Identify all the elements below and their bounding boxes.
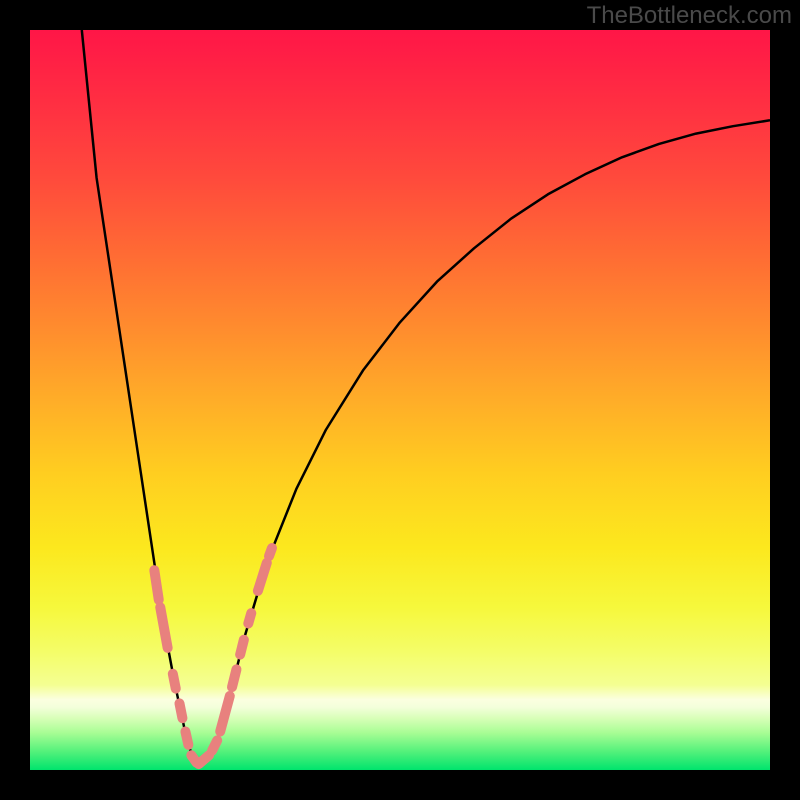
plot-area [30, 30, 770, 770]
highlight-segment [199, 755, 209, 764]
gradient-background [30, 30, 770, 770]
highlight-segment [248, 613, 251, 623]
highlight-segment [212, 740, 217, 750]
highlight-segment [240, 640, 244, 655]
bottleneck-chart-svg [30, 30, 770, 770]
highlight-segment [173, 674, 176, 689]
watermark-text: TheBottleneck.com [587, 2, 792, 30]
highlight-segment [154, 570, 158, 600]
highlight-segment [179, 703, 182, 718]
highlight-segment [269, 548, 272, 556]
chart-container: TheBottleneck.com [0, 0, 800, 800]
highlight-segment [232, 669, 236, 687]
highlight-segment [185, 732, 188, 745]
